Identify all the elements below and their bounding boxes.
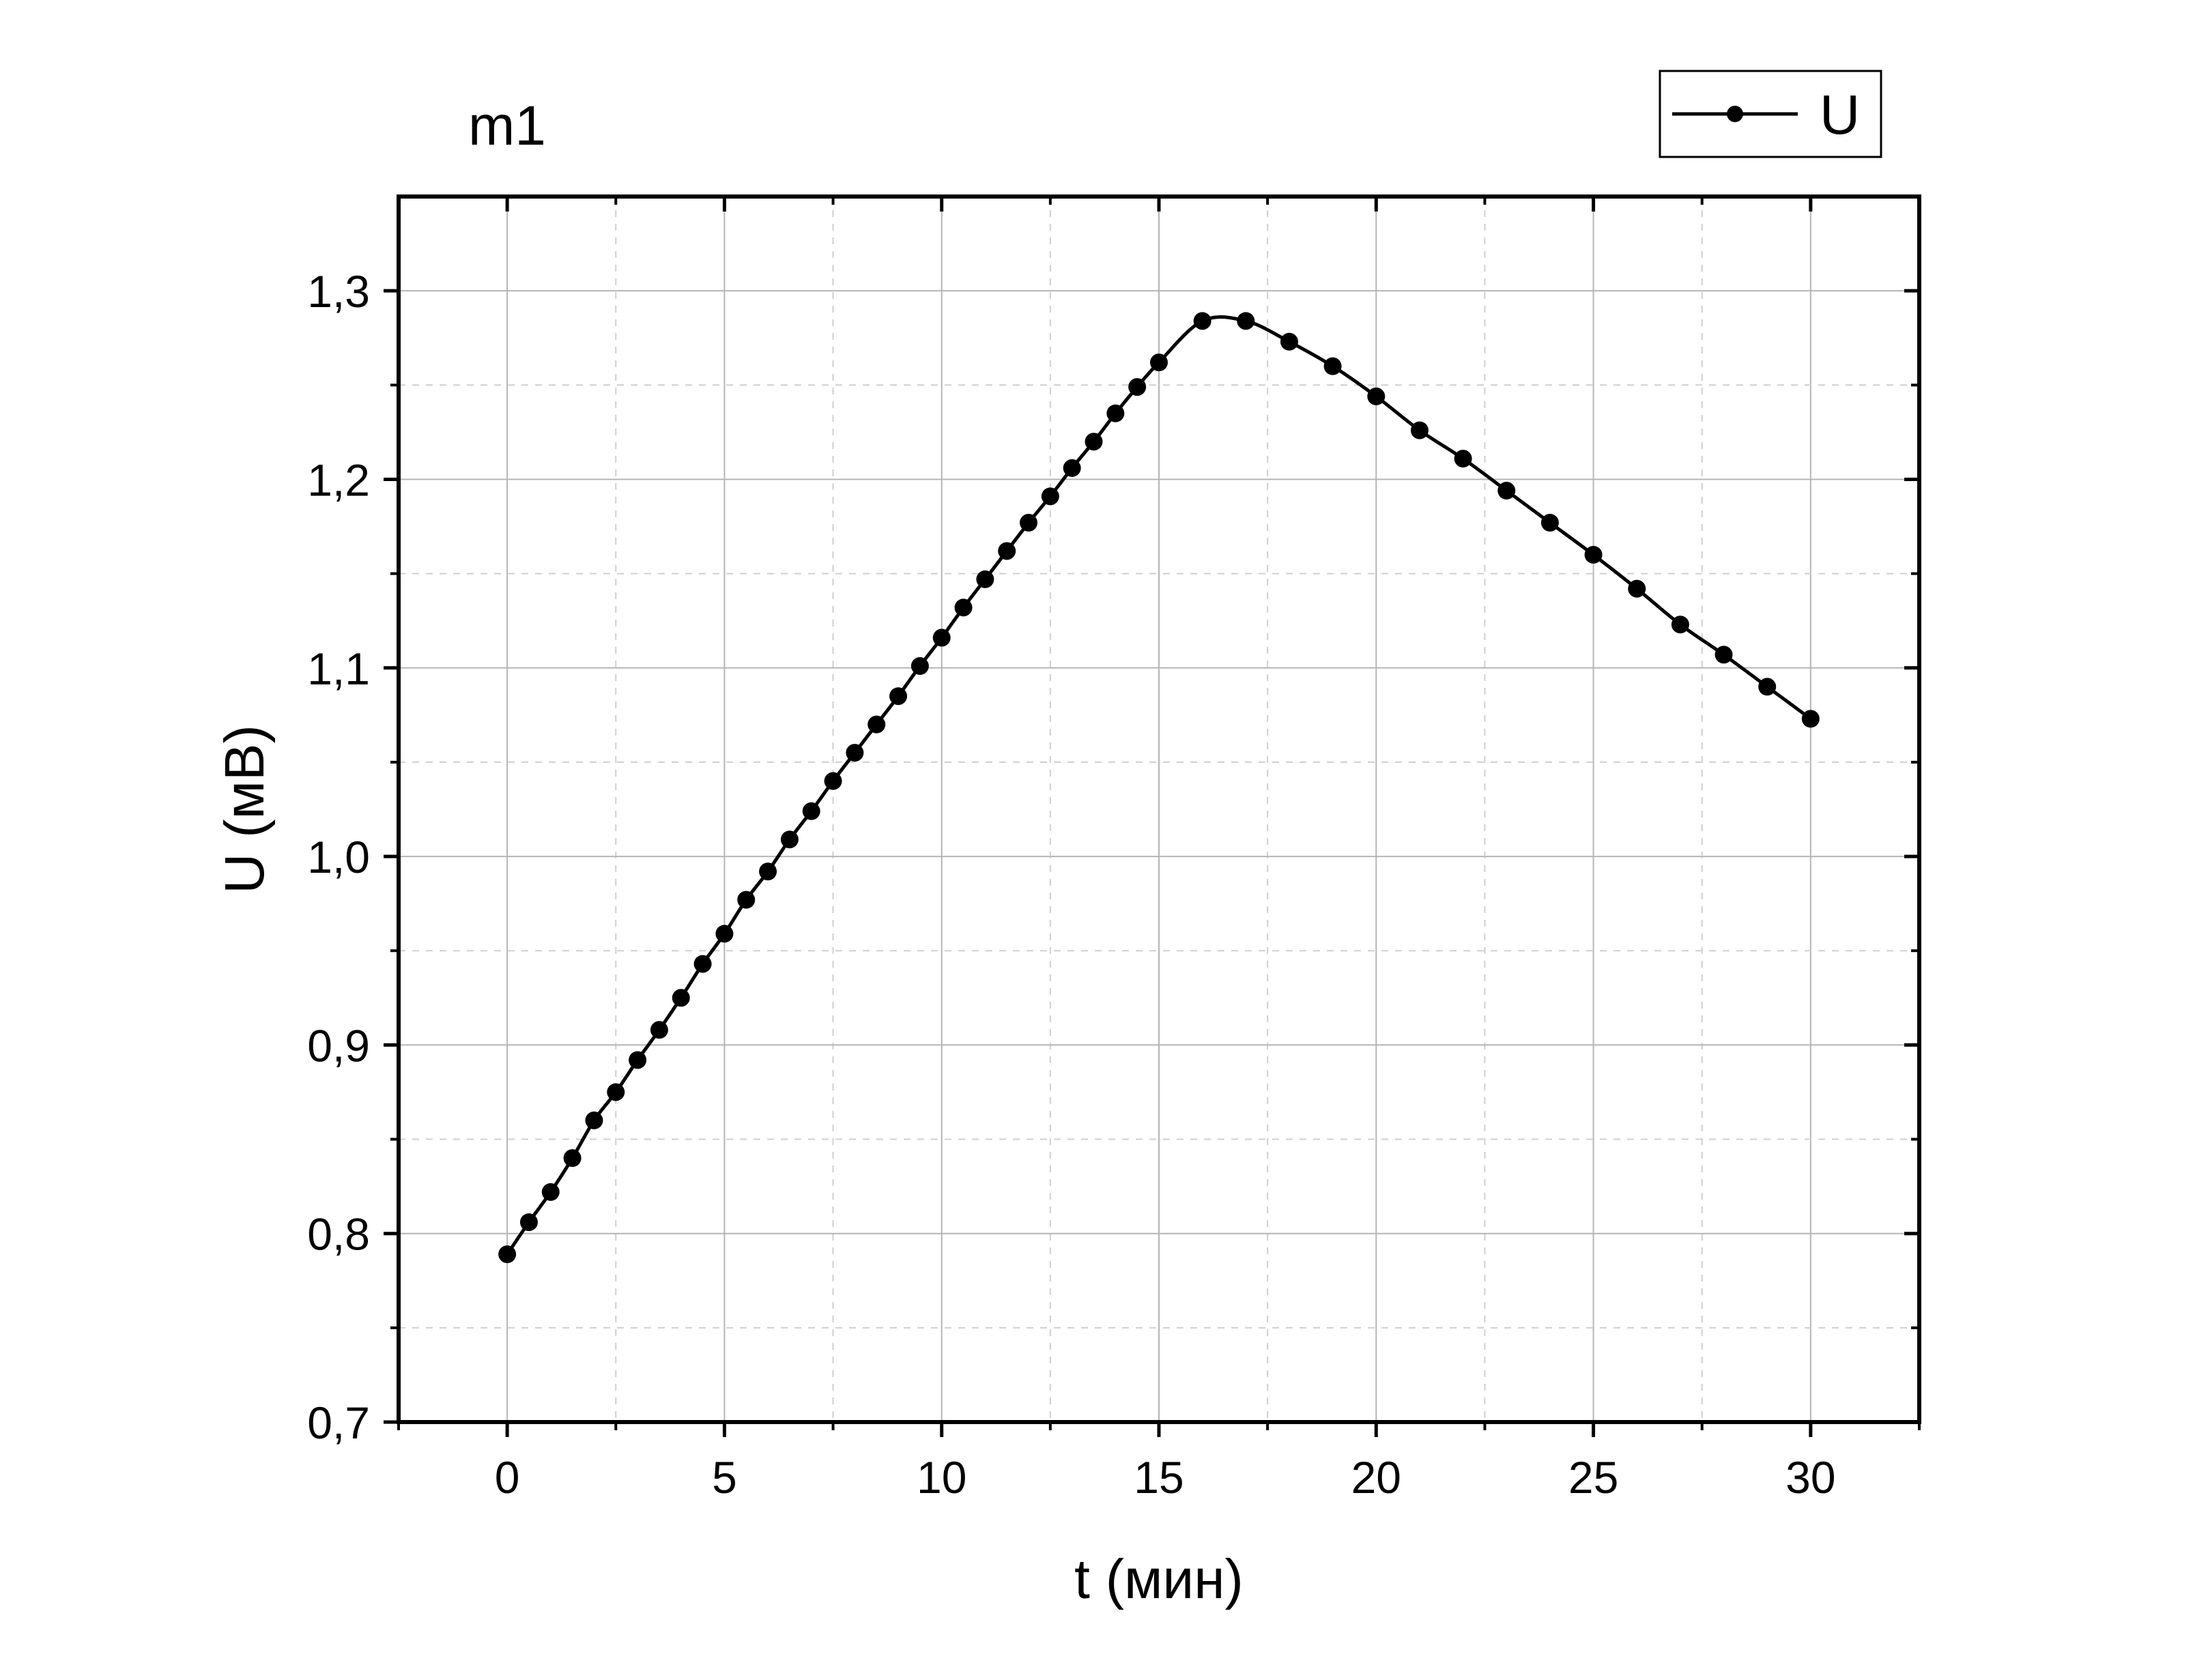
data-point [1106,404,1125,422]
legend: U [1659,70,1882,158]
data-point [802,802,820,820]
data-point [737,890,756,909]
data-point [1128,378,1147,396]
data-point [1150,353,1168,372]
data-point [910,657,929,676]
data-point [693,955,712,973]
data-point [976,570,994,588]
data-point [998,542,1016,560]
data-point [846,744,864,762]
y-tick-label: 1,0 [307,832,370,882]
data-point [715,925,734,943]
data-point [889,687,908,706]
data-point [1085,433,1103,451]
data-point [650,1021,668,1039]
data-point [780,830,799,849]
data-point [607,1083,625,1101]
data-point [519,1213,538,1232]
x-tick-label: 30 [1785,1452,1835,1503]
data-point [824,772,842,790]
data-point [1540,514,1559,532]
data-point [1497,482,1516,500]
x-axis-title: t (мин) [1074,1548,1244,1610]
x-tick-label: 5 [712,1452,737,1503]
data-point [1041,487,1059,506]
data-point [1323,357,1342,375]
data-point [585,1111,603,1129]
data-point [629,1051,647,1069]
tick-labels: 0 5 10 15 20 25 30 0,7 0,8 0,9 1,0 1,1 1,2 1,3 [307,266,1835,1503]
y-tick-label: 0,7 [307,1397,370,1448]
data-point [672,989,690,1007]
data-point [1454,450,1472,468]
data-point [1063,459,1081,477]
axis-ticks [384,197,1921,1437]
y-tick-label: 0,9 [307,1020,370,1071]
data-point [1237,312,1255,330]
panel-label: m1 [468,95,546,157]
data-point [759,863,777,881]
x-tick-label: 20 [1351,1452,1401,1503]
y-tick-label: 1,3 [307,266,370,317]
data-point [1628,579,1646,598]
data-point [1584,545,1603,564]
x-tick-label: 25 [1568,1452,1618,1503]
data-point [954,598,973,617]
data-point [867,715,886,734]
data-point [1671,615,1689,634]
data-point [541,1183,560,1201]
data-point [1280,332,1298,351]
y-tick-label: 0,8 [307,1209,370,1260]
x-tick-label: 10 [917,1452,966,1503]
data-point [563,1149,582,1168]
legend-marker-swatch [1727,106,1743,122]
data-point [1367,387,1386,405]
y-tick-label: 1,2 [307,454,370,505]
data-point [1020,514,1038,532]
data-point [1801,710,1820,728]
data-point [1758,678,1777,696]
data-point [1193,312,1211,330]
grid [399,197,1919,1422]
data-point [498,1245,517,1264]
data-point [1410,421,1429,439]
data-point [1715,646,1733,664]
x-tick-label: 0 [495,1452,520,1503]
series-layer [498,312,1820,1264]
x-tick-label: 15 [1134,1452,1183,1503]
legend-label: U [1820,84,1860,146]
data-point [932,628,951,647]
plot-frame [397,194,1921,1424]
y-axis-title: U (мВ) [214,725,276,894]
y-tick-label: 1,1 [307,643,370,694]
